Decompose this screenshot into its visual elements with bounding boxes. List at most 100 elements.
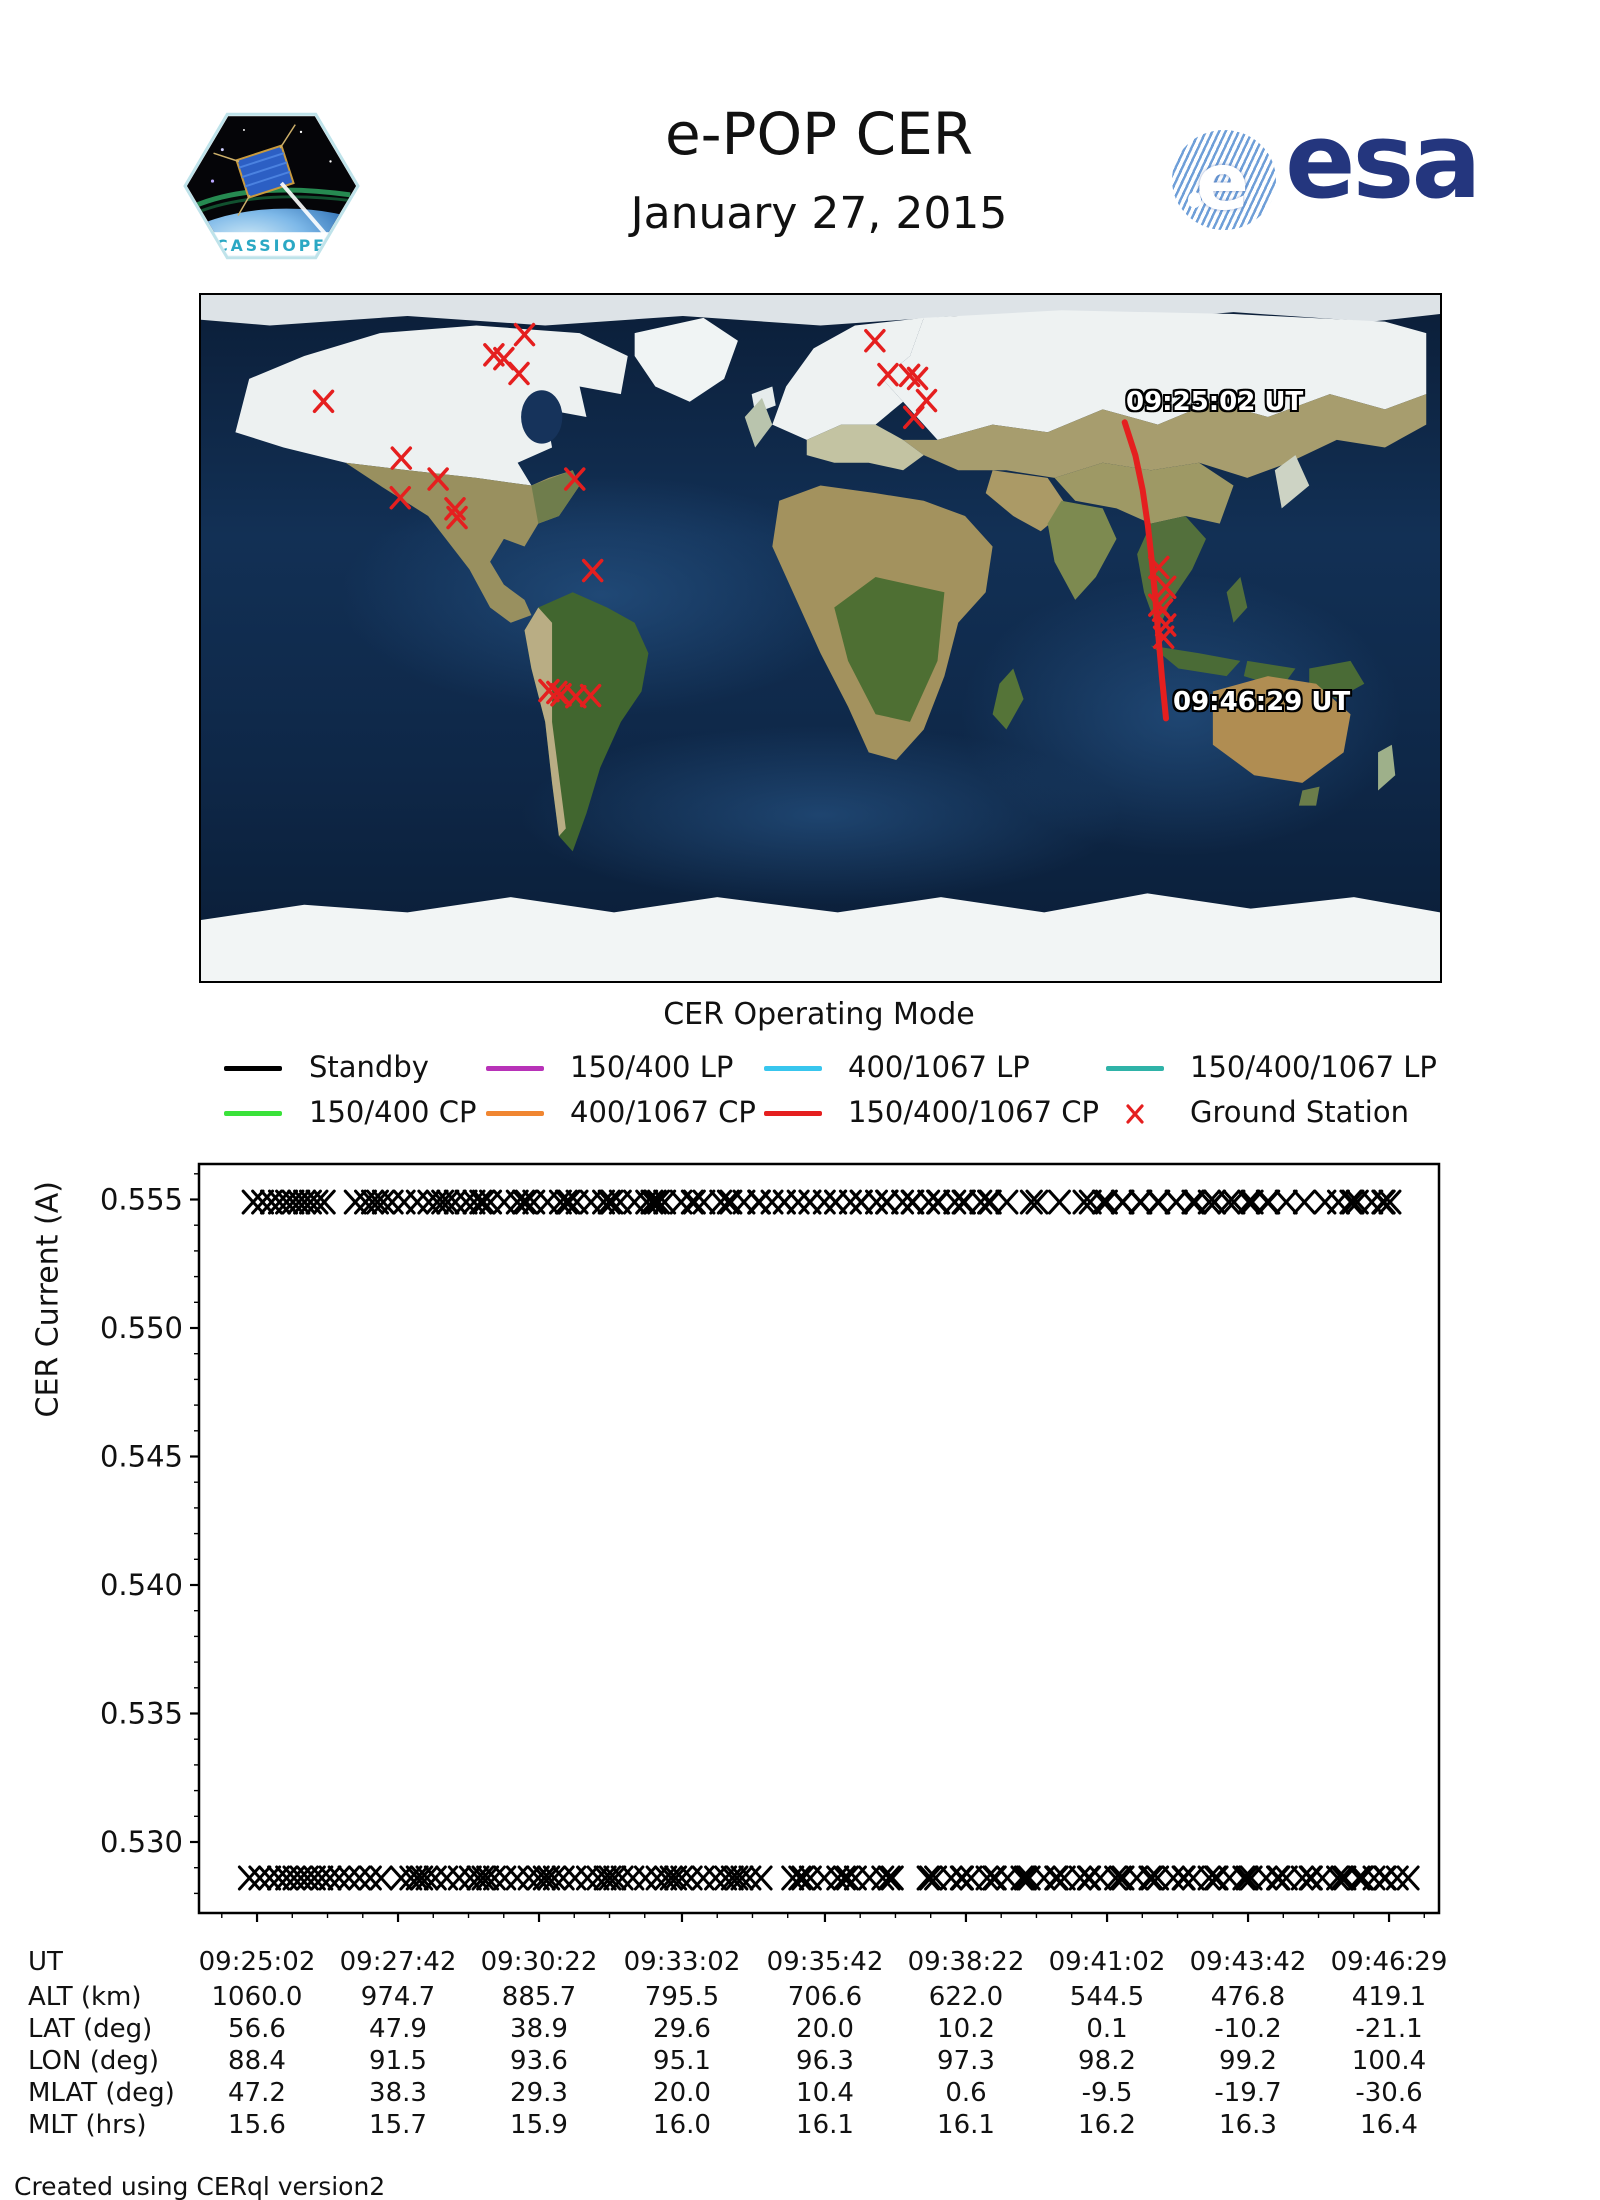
- legend-line-150-400-cp: [224, 1111, 282, 1116]
- japan: [1274, 455, 1310, 509]
- data-point-x: [369, 1865, 393, 1891]
- esa-globe-e: e: [1196, 138, 1249, 228]
- data-point-x: [916, 1865, 940, 1891]
- track-start-time-label: 09:25:02 UT: [1126, 387, 1304, 417]
- ground-station-marker: [538, 678, 560, 703]
- data-point-x: [1217, 1189, 1241, 1215]
- data-point-x: [1146, 1189, 1170, 1215]
- data-point-x: [600, 1189, 624, 1215]
- data-point-x: [302, 1865, 326, 1891]
- data-point-x: [248, 1865, 272, 1891]
- table-cell: 16.4: [1360, 2110, 1418, 2140]
- india: [1047, 500, 1117, 600]
- data-point-x: [554, 1189, 578, 1215]
- legend-label-150-400-lp: 150/400 LP: [570, 1050, 734, 1084]
- data-point-x: [1025, 1189, 1049, 1215]
- data-point-x: [720, 1865, 744, 1891]
- data-point-x: [959, 1865, 983, 1891]
- legend-line-400-1067-cp: [486, 1111, 544, 1116]
- data-point-x: [1232, 1865, 1256, 1891]
- data-point-x: [1181, 1189, 1205, 1215]
- new-zealand: [1378, 744, 1396, 791]
- table-cell: 885.7: [501, 1982, 577, 2012]
- ground-station-marker: [508, 361, 530, 386]
- patch-satellite: [213, 124, 296, 216]
- data-point-x: [1068, 1865, 1092, 1891]
- table-cell: 476.8: [1210, 1982, 1286, 2012]
- footer-credit: Created using CERql version2: [14, 2172, 386, 2200]
- data-point-x: [826, 1865, 850, 1891]
- data-point-x: [267, 1865, 291, 1891]
- table-cell: 93.6: [510, 2046, 568, 2076]
- data-point-x: [738, 1865, 762, 1891]
- data-point-x: [917, 1189, 941, 1215]
- data-point-x: [415, 1865, 439, 1891]
- data-point-x: [358, 1865, 382, 1891]
- data-point-x: [1052, 1865, 1076, 1891]
- data-point-x: [714, 1865, 738, 1891]
- data-point-x: [505, 1865, 529, 1891]
- data-point-x: [514, 1189, 538, 1215]
- table-cell: 95.1: [653, 2046, 711, 2076]
- ground-station-marker: [906, 366, 929, 391]
- ground-station-marker: [915, 388, 938, 413]
- data-point-x: [838, 1189, 862, 1215]
- table-row-label-ut: UT: [28, 1947, 63, 1977]
- table-cell: 16.3: [1219, 2110, 1277, 2140]
- data-point-x: [512, 1189, 536, 1215]
- data-point-x: [1161, 1865, 1185, 1891]
- data-point-x: [405, 1189, 429, 1215]
- data-point-x: [532, 1865, 556, 1891]
- data-point-x: [786, 1189, 810, 1215]
- ground-station-marker: [1154, 575, 1177, 600]
- data-point-x: [836, 1865, 860, 1891]
- data-point-x: [348, 1865, 372, 1891]
- data-point-x: [924, 1865, 948, 1891]
- ground-station-marker: [579, 683, 602, 708]
- data-point-x: [1372, 1189, 1396, 1215]
- data-point-x: [643, 1189, 667, 1215]
- track-end-time-label: 09:46:29 UT: [1173, 687, 1351, 717]
- legend-label-ground-station: Ground Station: [1190, 1095, 1409, 1129]
- data-point-x: [1104, 1865, 1128, 1891]
- table-cell: 09:41:02: [1048, 1947, 1166, 1977]
- andes: [524, 607, 566, 837]
- data-point-x: [462, 1189, 486, 1215]
- data-point-x: [327, 1865, 351, 1891]
- table-cell: 09:38:22: [907, 1947, 1025, 1977]
- data-point-x: [1108, 1865, 1132, 1891]
- data-point-x: [749, 1865, 773, 1891]
- data-point-x: [1010, 1865, 1034, 1891]
- table-cell: 29.6: [653, 2014, 711, 2044]
- data-point-x: [633, 1865, 657, 1891]
- data-point-x: [1111, 1189, 1135, 1215]
- data-point-x: [337, 1865, 361, 1891]
- table-cell: 622.0: [928, 1982, 1004, 2012]
- table-cell: 15.9: [510, 2110, 568, 2140]
- ground-station-marker: [390, 446, 413, 470]
- data-point-x: [237, 1865, 261, 1891]
- data-point-x: [466, 1865, 490, 1891]
- y-tick-label: 0.550: [100, 1311, 183, 1345]
- table-cell: 795.5: [644, 1982, 720, 2012]
- table-cell: 09:43:42: [1189, 1947, 1307, 1977]
- table-cell: 706.6: [787, 1982, 863, 2012]
- data-point-x: [1378, 1189, 1402, 1215]
- data-point-x: [1326, 1865, 1350, 1891]
- data-point-x: [1299, 1865, 1323, 1891]
- data-point-x: [901, 1189, 925, 1215]
- legend-line-150-400-1067-lp: [1106, 1066, 1164, 1071]
- legend-x-icon: [1126, 1104, 1144, 1124]
- esa-globe-icon: e: [1172, 130, 1276, 230]
- europe-south: [806, 424, 924, 471]
- page-title: e-POP CER: [664, 100, 974, 168]
- legend-label-standby: Standby: [309, 1050, 429, 1084]
- data-point-x: [1072, 1189, 1096, 1215]
- data-point-x: [664, 1865, 688, 1891]
- table-cell: 15.6: [228, 2110, 286, 2140]
- table-cell: 98.2: [1078, 2046, 1136, 2076]
- cassiope-mission-patch: CASSIOPE: [183, 112, 360, 260]
- data-point-x: [1290, 1865, 1314, 1891]
- legend-title: CER Operating Mode: [663, 997, 975, 1032]
- table-cell: 16.1: [796, 2110, 854, 2140]
